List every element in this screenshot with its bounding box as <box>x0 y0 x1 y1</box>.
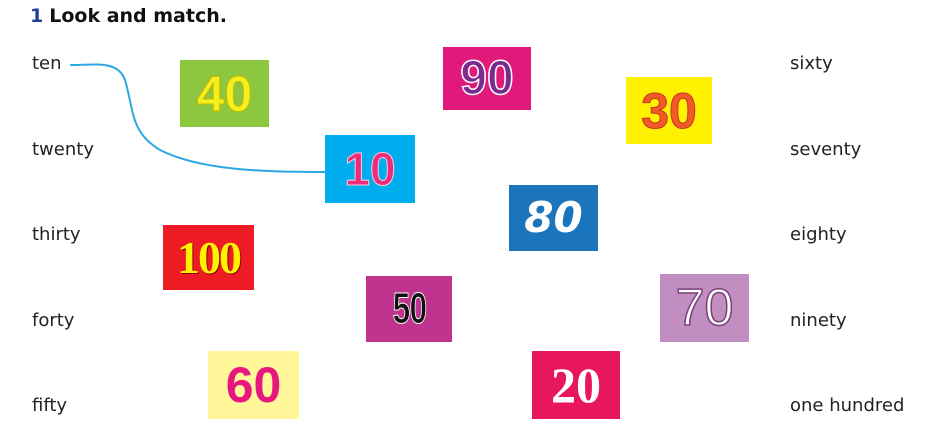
number-card-50-label: 50 <box>392 284 427 333</box>
number-card-30[interactable]: 30 <box>626 77 712 144</box>
exercise-title: Look and match. <box>49 5 227 27</box>
word-ten[interactable]: ten <box>32 53 62 74</box>
number-card-100-label: 100 <box>177 231 242 283</box>
exercise-number: 1 <box>30 5 44 27</box>
number-card-60[interactable]: 60 <box>208 351 299 419</box>
number-card-40[interactable]: 40 <box>180 60 269 127</box>
word-one-hundred[interactable]: one hundred <box>790 395 905 416</box>
number-card-80-label: 80 <box>524 193 583 242</box>
number-card-70[interactable]: 70 <box>660 274 749 342</box>
number-card-10-label: 10 <box>344 143 396 195</box>
word-fifty[interactable]: fifty <box>32 395 68 416</box>
number-card-80[interactable]: 80 <box>509 185 598 251</box>
number-card-50[interactable]: 50 <box>366 276 452 342</box>
word-twenty[interactable]: twenty <box>32 139 94 160</box>
number-card-40-label: 40 <box>196 65 253 122</box>
number-card-20[interactable]: 20 <box>532 351 620 419</box>
number-card-100[interactable]: 100 <box>163 225 254 290</box>
number-card-20-label: 20 <box>551 357 601 413</box>
number-card-90-label: 90 <box>460 51 515 105</box>
number-card-60-label: 60 <box>225 357 282 413</box>
word-eighty[interactable]: eighty <box>790 224 847 245</box>
exercise-heading: 1 Look and match. <box>30 5 227 27</box>
word-forty[interactable]: forty <box>32 310 75 331</box>
number-card-90[interactable]: 90 <box>443 47 531 110</box>
word-sixty[interactable]: sixty <box>790 53 833 74</box>
number-card-10[interactable]: 10 <box>325 135 415 203</box>
number-card-30-label: 30 <box>641 82 698 139</box>
word-thirty[interactable]: thirty <box>32 224 81 245</box>
word-seventy[interactable]: seventy <box>790 139 862 160</box>
number-card-70-label: 70 <box>675 279 734 337</box>
word-ninety[interactable]: ninety <box>790 310 847 331</box>
